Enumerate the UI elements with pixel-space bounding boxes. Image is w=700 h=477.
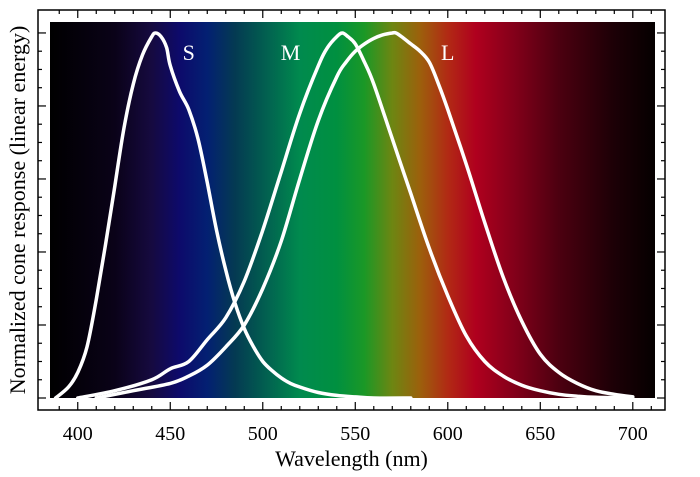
x-tick-label-550: 550 [340,423,370,445]
series-label-s: S [183,40,195,65]
spectrum-background [50,22,655,398]
curve-l-cone [94,30,635,400]
curve-s-cone [53,31,413,400]
x-tick-label-450: 450 [155,423,185,445]
x-tick-label-700: 700 [618,423,648,445]
y-axis-title: Normalized cone response (linear energy) [5,26,30,395]
x-tick-label-500: 500 [248,423,278,445]
series-label-l: L [441,40,454,65]
x-tick-label-400: 400 [63,423,93,445]
x-axis-title: Wavelength (nm) [275,446,428,471]
x-tick-label-600: 600 [433,423,463,445]
curve-m-cone [76,31,635,400]
series-label-m: M [281,40,301,65]
x-tick-label-650: 650 [525,423,555,445]
